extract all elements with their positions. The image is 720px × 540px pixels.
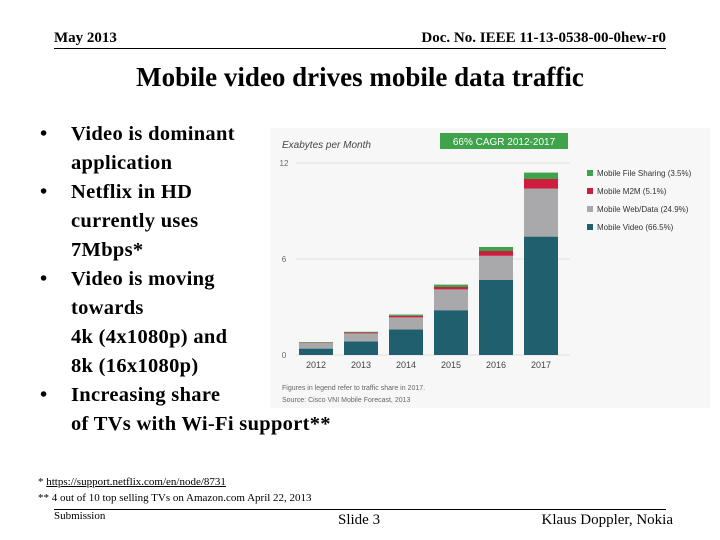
header-doc-number: Doc. No. IEEE 11-13-0538-00-0hew-r0	[421, 30, 666, 46]
bullet-line: 8k (16x1080p)	[71, 355, 199, 377]
footer-author: Klaus Doppler, Nokia	[541, 512, 673, 528]
netflix-support-link[interactable]: https://support.netflix.com/en/node/8731	[46, 476, 226, 488]
bar-segment	[299, 342, 333, 344]
footer-divider	[54, 509, 666, 510]
bullet-list: • Video is dominant application • Netfli…	[40, 120, 400, 439]
x-tick-label: 2017	[531, 360, 551, 370]
y-tick-label: 12	[280, 159, 289, 168]
footnote-1-prefix: *	[38, 476, 47, 488]
bar-segment	[389, 314, 423, 316]
footer-slide-number: Slide 3	[338, 512, 381, 528]
bullet-line: 7Mbps*	[71, 239, 144, 261]
chart-ylabel: Exabytes per Month	[282, 140, 371, 151]
slide-title: Mobile video drives mobile data traffic	[136, 62, 584, 92]
bar-segment	[434, 284, 468, 287]
bullet-line: Video is moving	[71, 268, 215, 290]
legend-label: Mobile M2M (5.1%)	[597, 187, 667, 196]
bar-segment	[524, 172, 558, 179]
bar-segment	[299, 348, 333, 355]
bar-segment	[389, 317, 423, 330]
footnote-2: ** 4 out of 10 top selling TVs on Amazon…	[38, 492, 312, 504]
bullet-line: application	[71, 152, 173, 174]
bullet-dot: •	[40, 268, 48, 290]
bullet-line: Video is dominant	[71, 123, 235, 145]
bullet-dot: •	[40, 181, 48, 203]
bar-segment	[524, 179, 558, 189]
header-date: May 2013	[54, 30, 117, 46]
bullet-line: towards	[71, 297, 144, 319]
legend-swatch	[587, 224, 593, 230]
bullet-line: of TVs with Wi-Fi support**	[71, 413, 331, 435]
x-tick-label: 2016	[486, 360, 506, 370]
bar-segment	[524, 188, 558, 237]
footer-submission: Submission	[54, 510, 106, 522]
footnote-1: * https://support.netflix.com/en/node/87…	[38, 476, 226, 488]
bar-segment	[524, 236, 558, 355]
x-tick-label: 2014	[396, 360, 416, 370]
x-tick-label: 2012	[306, 360, 326, 370]
bar-segment	[434, 310, 468, 355]
bullet-line: Increasing share	[71, 384, 221, 406]
bar-segment	[434, 289, 468, 311]
bar-segment	[299, 343, 333, 349]
legend-label: Mobile Video (66.5%)	[597, 223, 674, 232]
legend-swatch	[587, 188, 593, 194]
bullet-line: 4k (4x1080p) and	[71, 326, 228, 348]
legend-label: Mobile Web/Data (24.9%)	[597, 205, 689, 214]
legend-swatch	[587, 206, 593, 212]
bar-segment	[344, 331, 378, 333]
bar-segment	[479, 251, 513, 256]
bullet-item: • Video is dominant application	[40, 120, 400, 178]
legend-label: Mobile File Sharing (3.5%)	[597, 169, 692, 178]
chart-source: Source: Cisco VNI Mobile Forecast, 2013	[282, 397, 410, 404]
legend-swatch	[587, 170, 593, 176]
bullet-line: Netflix in HD	[71, 181, 193, 203]
bullet-line: currently uses	[71, 210, 199, 232]
bar-segment	[344, 341, 378, 355]
bar-segment	[434, 287, 468, 290]
header-divider	[54, 48, 666, 49]
bar-segment	[479, 247, 513, 251]
bullet-item: • Netflix in HD currently uses 7Mbps*	[40, 178, 400, 265]
y-tick-label: 0	[282, 351, 287, 360]
x-tick-label: 2013	[351, 360, 371, 370]
bullet-dot: •	[40, 123, 48, 145]
bar-segment	[389, 315, 423, 318]
cagr-banner	[440, 133, 568, 149]
bar-segment	[344, 332, 378, 334]
chart-note: Figures in legend refer to traffic share…	[282, 385, 425, 392]
bullet-item: • Increasing share of TVs with Wi-Fi sup…	[40, 381, 400, 439]
y-tick-label: 6	[282, 255, 287, 264]
bullet-item: • Video is moving towards 4k (4x1080p) a…	[40, 265, 400, 381]
bar-segment	[389, 329, 423, 355]
x-tick-label: 2015	[441, 360, 461, 370]
traffic-chart: Exabytes per Month 66% CAGR 2012-2017 0 6…	[270, 128, 710, 408]
bullet-dot: •	[40, 384, 48, 406]
bar-segment	[344, 333, 378, 342]
cagr-banner-text: 66% CAGR 2012-2017	[453, 137, 556, 148]
bar-segment	[479, 255, 513, 280]
bar-segment	[299, 342, 333, 343]
bar-segment	[479, 279, 513, 355]
